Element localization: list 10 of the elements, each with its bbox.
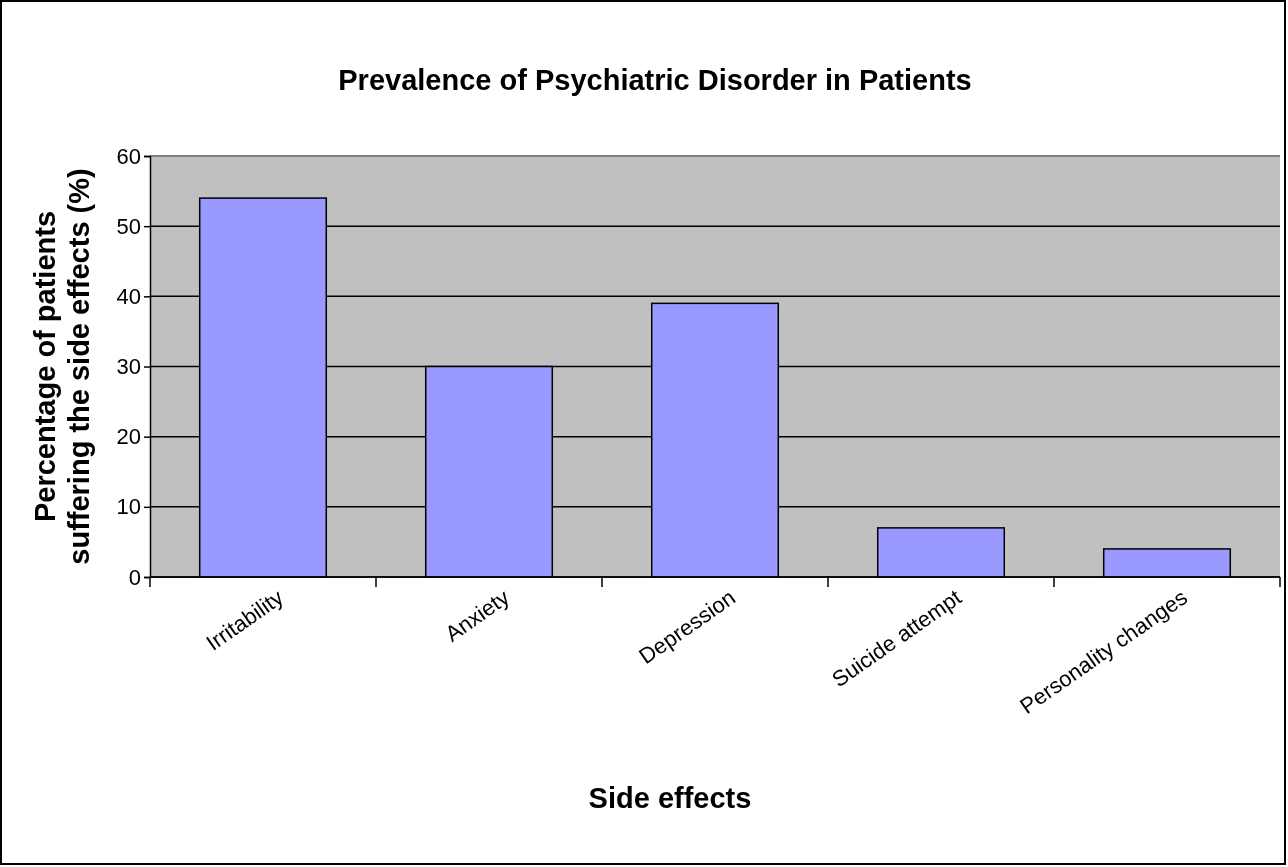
y-tick-label: 30 (116, 354, 141, 380)
y-tick-label: 40 (116, 283, 141, 309)
y-tick-label: 0 (128, 564, 141, 590)
y-tick-label: 20 (116, 424, 141, 450)
chart-title: Prevalence of Psychiatric Disorder in Patients (338, 64, 972, 96)
y-tick-label: 60 (116, 143, 141, 169)
y-tick-label: 50 (116, 213, 141, 239)
y-tick-label: 10 (116, 494, 141, 520)
x-axis-title: Side effects (588, 782, 752, 814)
y-axis-title: Percentage of patients suffering the side effects (%) (29, 168, 95, 565)
